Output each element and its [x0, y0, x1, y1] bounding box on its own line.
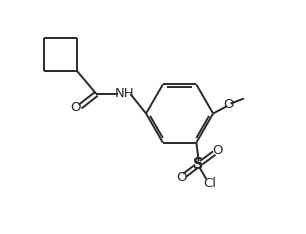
Text: O: O — [213, 144, 223, 157]
Text: NH: NH — [114, 87, 134, 100]
Text: S: S — [193, 157, 204, 172]
Text: O: O — [224, 98, 234, 111]
Text: O: O — [176, 171, 186, 184]
Text: O: O — [70, 101, 81, 114]
Text: Cl: Cl — [204, 176, 217, 190]
